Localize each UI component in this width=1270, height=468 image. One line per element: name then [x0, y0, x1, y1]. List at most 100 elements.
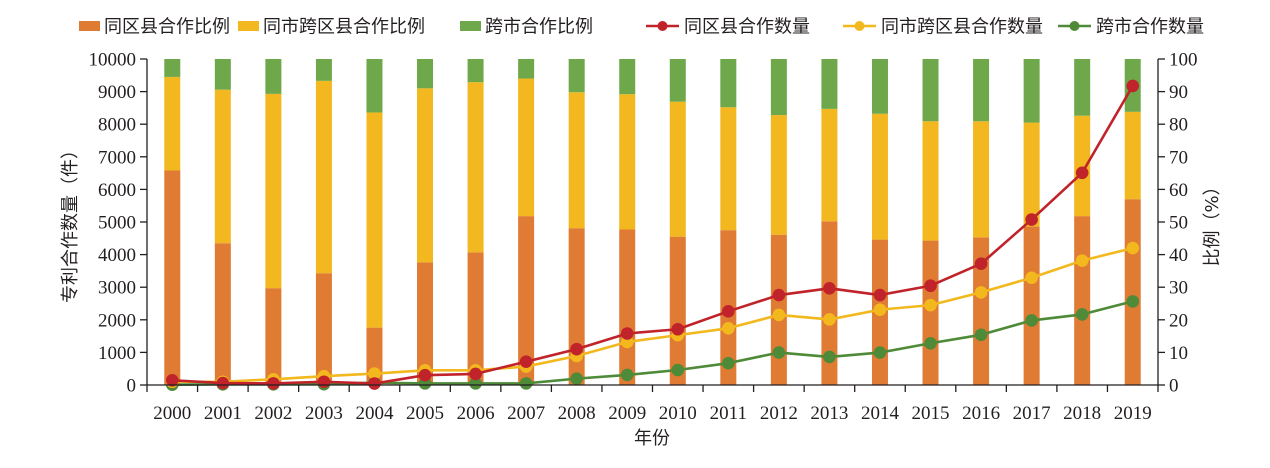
line-point: [974, 328, 988, 342]
bar-segment: [164, 59, 181, 77]
x-tick-label: 2008: [558, 403, 596, 424]
x-tick-label: 2009: [608, 403, 646, 424]
left-y-tick-label: 9000: [98, 82, 136, 103]
bar-segment: [821, 59, 838, 109]
x-tick-label: 2001: [204, 403, 242, 424]
line-series-1: [165, 241, 1140, 389]
bar-segment: [315, 273, 332, 385]
bar-segment: [1023, 122, 1040, 227]
legend-label: 跨市合作比例: [485, 17, 593, 38]
line-point: [722, 305, 735, 318]
line-point: [671, 322, 685, 336]
line-point: [772, 346, 786, 359]
line-point: [368, 377, 381, 390]
left-y-tick-label: 3000: [98, 278, 136, 299]
line-point: [1075, 308, 1089, 321]
line-point: [1025, 213, 1038, 226]
bar-stack-2014: [871, 59, 888, 385]
bar-stack-2002: [265, 59, 282, 385]
x-tick-label: 2010: [659, 403, 697, 424]
line-point: [1126, 79, 1140, 93]
legend: 同区县合作比例 同市跨区县合作比例 跨市合作比例 同区县合作数量 同市跨区县合作数量 跨市…: [79, 17, 1204, 38]
right-y-tick-label: 0: [1169, 376, 1179, 397]
legend-label: 同区县合作比例: [104, 17, 230, 38]
bar-segment: [568, 92, 585, 229]
legend-label: 同市跨区县合作比例: [263, 17, 425, 38]
bar-segment: [164, 170, 181, 385]
bar-segment: [720, 107, 737, 231]
bar-segment: [1124, 199, 1141, 385]
legend-item-4: 同市跨区县合作数量: [843, 17, 1043, 38]
left-y-tick-label: 2000: [98, 310, 136, 331]
x-tick-label: 2011: [710, 403, 747, 424]
line-point: [722, 321, 735, 335]
line-point: [519, 355, 533, 368]
line-point: [1075, 254, 1089, 267]
bar-segment: [417, 88, 434, 263]
line-point: [1126, 241, 1140, 255]
legend-item-5: 跨市合作数量: [1058, 17, 1204, 38]
line-point: [823, 313, 836, 326]
bar-segment: [821, 108, 838, 222]
left-y-tick-label: 4000: [98, 245, 136, 266]
bar-segment: [315, 80, 332, 274]
legend-label: 同市跨区县合作数量: [881, 17, 1043, 38]
line-point: [216, 376, 230, 390]
line-point: [570, 372, 583, 385]
bar-stack-2015: [922, 59, 939, 385]
line-point: [873, 303, 887, 316]
left-y-tick-label: 6000: [98, 180, 136, 201]
right-y-tick-label: 70: [1169, 147, 1188, 168]
bar-segment: [1023, 59, 1040, 123]
bar-segment: [366, 59, 383, 113]
legend-item-2: 跨市合作比例: [460, 17, 593, 38]
bar-segment: [973, 237, 990, 385]
bar-segment: [720, 59, 737, 108]
x-tick-label: 2002: [254, 403, 292, 424]
bar-stack-2017: [1023, 59, 1040, 385]
legend-item-3: 同区县合作数量: [646, 17, 810, 38]
line-point: [823, 350, 836, 364]
right-y-tick-label: 50: [1169, 213, 1188, 234]
bar-segment: [922, 59, 939, 122]
legend-swatch: [79, 21, 100, 31]
right-y-tick-label: 20: [1169, 310, 1188, 331]
x-tick-label: 2016: [962, 403, 1000, 424]
bar-segment: [518, 216, 535, 385]
bar-segment: [973, 121, 990, 238]
bar-stack-2005: [417, 59, 434, 385]
line-point: [469, 367, 482, 381]
bar-segment: [265, 93, 282, 289]
bar-segment: [770, 59, 787, 116]
bar-segment: [871, 113, 888, 240]
bar-segment: [821, 221, 838, 385]
bar-stack-2008: [568, 59, 585, 385]
bar-stack-2003: [315, 59, 332, 385]
line-point: [620, 368, 634, 382]
legend-item-1: 同市跨区县合作比例: [238, 17, 425, 38]
bar-segment: [417, 262, 434, 385]
left-y-tick-label: 8000: [98, 115, 136, 136]
right-y-tick-label: 40: [1169, 245, 1188, 266]
legend-swatch: [238, 21, 259, 31]
line-point: [519, 377, 533, 390]
bar-segment: [669, 101, 686, 237]
x-tick-label: 2000: [153, 403, 191, 424]
line-point: [1075, 166, 1089, 180]
x-tick-label: 2004: [355, 403, 394, 424]
stacked-bars: [164, 59, 1141, 385]
bar-stack-2001: [214, 59, 231, 385]
x-tick-label: 2018: [1063, 403, 1101, 424]
legend-point-marker: [657, 21, 668, 31]
line-series: [165, 79, 1140, 391]
right-y-tick-label: 30: [1169, 278, 1188, 299]
bar-segment: [214, 59, 231, 90]
line-path: [172, 85, 1134, 385]
bar-segment: [467, 59, 484, 83]
line-point: [924, 336, 937, 350]
bar-segment: [315, 59, 332, 81]
line-point: [1025, 314, 1038, 327]
line-point: [418, 368, 432, 382]
bar-segment: [417, 59, 434, 89]
bar-segment: [265, 288, 282, 385]
